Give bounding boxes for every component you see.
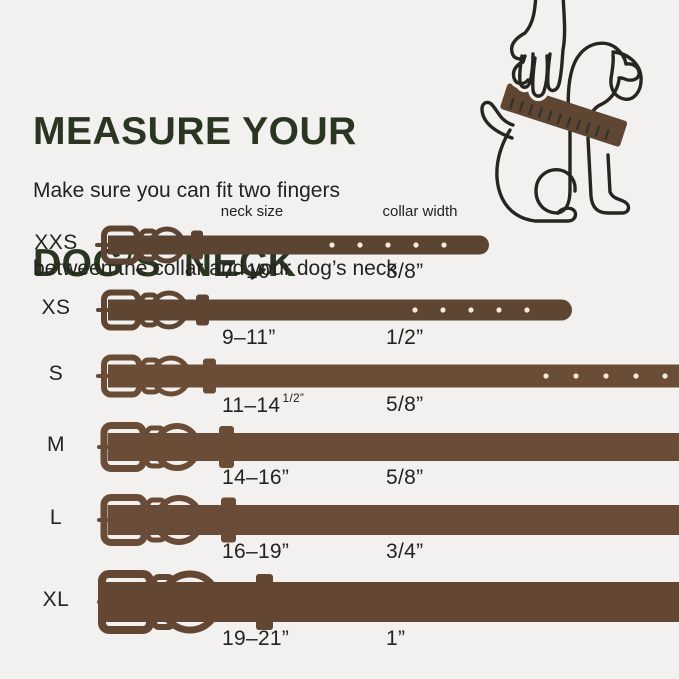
dog-icon [480,41,643,223]
collar-width-value: 1/2” [386,325,424,349]
neck-size-text: 19–21” [222,627,290,650]
title-line-1: MEASURE YOUR [33,110,357,153]
neck-size-text: 11–14 [222,393,281,417]
subtitle-line-1: Make sure you can fit two fingers [33,179,340,202]
collar-width-value: 5/8” [386,466,424,489]
neck-size-value: 19–21” [222,627,289,651]
size-label: XL [42,588,70,611]
collar-illustration-xl [97,570,679,634]
fraction-superscript: 1/2” [282,390,305,405]
neck-size-text: 16–19” [222,540,290,563]
neck-size-text: 9–11” [222,325,276,349]
neck-size-value: 7–10” [222,260,277,284]
collar-width-value: 1” [386,627,406,650]
collar-illustration-l [97,494,679,546]
neck-size-value: 14–16” [222,466,289,490]
collar-width-value: 3/8” [386,259,424,283]
size-label: L [49,506,63,529]
size-label: S [48,362,64,385]
collar-illustration-m [97,422,679,472]
column-header-neck-size: neck size [220,203,284,220]
neck-size-text: 7–10” [222,259,278,283]
collar-width-value: 3/4” [386,540,424,563]
size-label: XXS [34,231,78,254]
neck-size-value: 9–11” [222,326,276,350]
size-label: M [47,433,65,456]
hand-icon [506,0,570,102]
neck-size-text: 14–16” [222,466,290,489]
column-header-collar-width: collar width [382,203,458,220]
neck-size-value: 11–14 1/2” [222,390,305,418]
neck-size-value: 16–19” [222,540,289,564]
ruler-icon [500,83,628,147]
collar-width-value: 5/8” [386,392,424,416]
subtitle-line-2: between the collar and your dog’s neck [33,257,397,280]
size-label: XS [41,296,71,319]
dog-measuring-illustration [480,0,643,223]
subtitle: Make sure you can fit two fingers betwee… [33,126,397,334]
